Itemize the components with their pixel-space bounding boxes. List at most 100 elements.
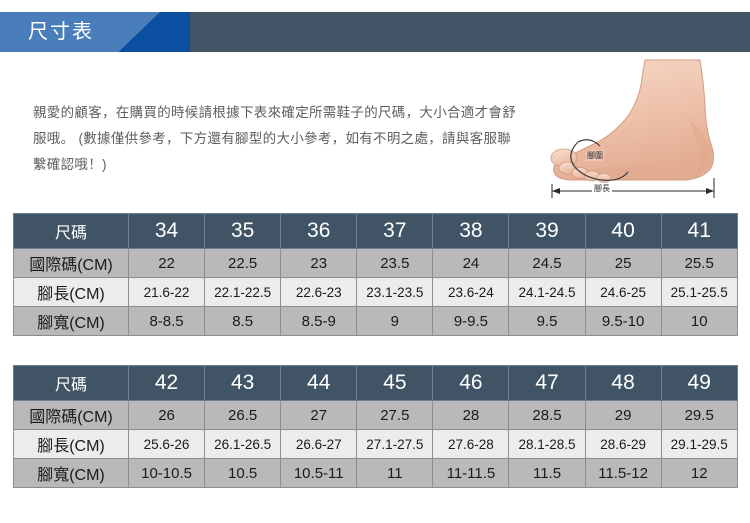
table-row: 腳長(CM) 21.6-22 22.1-22.5 22.6-23 23.1-23.5 23… <box>13 277 738 307</box>
size-header-cell: 47 <box>508 365 586 401</box>
measurement-cell: 9 <box>356 306 434 336</box>
measurement-cell: 29.1-29.5 <box>660 429 738 459</box>
measurement-cell: 26 <box>127 400 206 430</box>
table-corner-header: 尺碼 <box>13 213 129 249</box>
measurement-cell: 25.6-26 <box>127 429 206 459</box>
measurement-cell: 27.6-28 <box>432 429 510 459</box>
measurement-cell: 23.1-23.5 <box>356 277 434 307</box>
measurement-cell: 23.5 <box>356 248 434 278</box>
measurement-cell: 28.6-29 <box>584 429 662 459</box>
measurement-cell: 22.1-22.5 <box>204 277 282 307</box>
measurement-cell: 28 <box>432 400 510 430</box>
measurement-cell: 29 <box>584 400 662 430</box>
size-header-cell: 34 <box>127 213 206 249</box>
size-table-small: 尺碼 34 35 36 37 38 39 40 41 國際碼(CM) 22 22.5 23 23.5 24… <box>13 213 738 336</box>
size-header-cell: 46 <box>432 365 510 401</box>
measurement-cell: 27.1-27.5 <box>356 429 434 459</box>
length-label: 腳長 <box>592 183 612 194</box>
length-arrow-right <box>706 188 714 194</box>
table-a-head: 尺碼 34 35 36 37 38 39 40 41 <box>13 213 738 249</box>
page-banner: 尺寸表 <box>0 12 750 52</box>
measurement-cell: 10.5 <box>204 458 282 488</box>
measurement-cell: 12 <box>660 458 738 488</box>
measurement-cell: 21.6-22 <box>127 277 206 307</box>
row-label-cell: 腳長(CM) <box>13 429 129 459</box>
row-label-cell: 國際碼(CM) <box>13 248 129 278</box>
table-header-row: 尺碼 34 35 36 37 38 39 40 41 <box>13 213 738 249</box>
size-header-cell: 42 <box>127 365 206 401</box>
girth-label: 腳圍 <box>586 150 604 161</box>
measurement-cell: 25.5 <box>660 248 738 278</box>
foot-illustration-icon <box>550 59 715 198</box>
size-header-cell: 49 <box>660 365 738 401</box>
measurement-cell: 22 <box>127 248 206 278</box>
measurement-cell: 9-9.5 <box>432 306 510 336</box>
length-arrow-left <box>552 188 560 194</box>
measurement-cell: 27 <box>280 400 358 430</box>
measurement-cell: 23.6-24 <box>432 277 510 307</box>
table-row: 國際碼(CM) 22 22.5 23 23.5 24 24.5 25 25.5 <box>13 248 738 278</box>
table-row: 腳寬(CM) 8-8.5 8.5 8.5-9 9 9-9.5 9.5 9.5-10 10 <box>13 306 738 336</box>
row-label-cell: 腳寬(CM) <box>13 306 129 336</box>
measurement-cell: 26.5 <box>204 400 282 430</box>
table-a-body: 國際碼(CM) 22 22.5 23 23.5 24 24.5 25 25.5 腳長(CM) 21.… <box>13 248 738 336</box>
size-header-cell: 43 <box>204 365 282 401</box>
measurement-cell: 9.5-10 <box>584 306 662 336</box>
size-header-cell: 36 <box>280 213 358 249</box>
intro-paragraph: 親愛的顧客，在購買的時候請根據下表來確定所需鞋子的尺碼，大小合適才會舒服哦。 (… <box>33 105 516 172</box>
size-header-cell: 41 <box>660 213 738 249</box>
table-row: 腳長(CM) 25.6-26 26.1-26.5 26.6-27 27.1-27.5 27… <box>13 429 738 459</box>
measurement-cell: 22.5 <box>204 248 282 278</box>
size-table-large: 尺碼 42 43 44 45 46 47 48 49 國際碼(CM) 26 26.5 27 27.5 28… <box>13 365 738 488</box>
girth-measure-line-top <box>577 139 601 147</box>
toe-5 <box>596 173 612 183</box>
measurement-cell: 10-10.5 <box>127 458 206 488</box>
row-label-cell: 國際碼(CM) <box>13 400 129 430</box>
measurement-cell: 11 <box>356 458 434 488</box>
measurement-cell: 9.5 <box>508 306 586 336</box>
measurement-cell: 8-8.5 <box>127 306 206 336</box>
table-corner-header: 尺碼 <box>13 365 129 401</box>
page-title: 尺寸表 <box>28 21 94 43</box>
measurement-cell: 11.5-12 <box>584 458 662 488</box>
measurement-cell: 26.6-27 <box>280 429 358 459</box>
heel-shading <box>688 118 711 178</box>
measurement-cell: 11.5 <box>508 458 586 488</box>
measurement-cell: 24.6-25 <box>584 277 662 307</box>
measurement-cell: 10 <box>660 306 738 336</box>
size-header-cell: 37 <box>356 213 434 249</box>
arch-shading <box>588 166 668 176</box>
measurement-cell: 27.5 <box>356 400 434 430</box>
measurement-cell: 28.5 <box>508 400 586 430</box>
size-header-cell: 38 <box>432 213 510 249</box>
measurement-cell: 25.1-25.5 <box>660 277 738 307</box>
size-header-cell: 45 <box>356 365 434 401</box>
measurement-cell: 11-11.5 <box>432 458 510 488</box>
size-header-cell: 35 <box>204 213 282 249</box>
measurement-cell: 26.1-26.5 <box>204 429 282 459</box>
row-label-cell: 腳長(CM) <box>13 277 129 307</box>
girth-measure-line <box>570 141 629 181</box>
size-header-cell: 39 <box>508 213 586 249</box>
table-header-row: 尺碼 42 43 44 45 46 47 48 49 <box>13 365 738 401</box>
size-header-cell: 44 <box>280 365 358 401</box>
size-header-cell: 48 <box>584 365 662 401</box>
measurement-cell: 10.5-11 <box>280 458 358 488</box>
measurement-cell: 24.1-24.5 <box>508 277 586 307</box>
measurement-cell: 24 <box>432 248 510 278</box>
measurement-cell: 29.5 <box>660 400 738 430</box>
measurement-cell: 22.6-23 <box>280 277 358 307</box>
measurement-cell: 8.5-9 <box>280 306 358 336</box>
table-row: 腳寬(CM) 10-10.5 10.5 10.5-11 11 11-11.5 11.5 11.… <box>13 458 738 488</box>
size-header-cell: 40 <box>584 213 662 249</box>
measurement-cell: 25 <box>584 248 662 278</box>
measurement-cell: 24.5 <box>508 248 586 278</box>
measurement-cell: 23 <box>280 248 358 278</box>
table-row: 國際碼(CM) 26 26.5 27 27.5 28 28.5 29 29.5 <box>13 400 738 430</box>
foot-measurement-diagram: 腳圍 腳長 <box>528 58 746 206</box>
table-b-body: 國際碼(CM) 26 26.5 27 27.5 28 28.5 29 29.5 腳長(CM) 25.… <box>13 400 738 488</box>
measurement-cell: 28.1-28.5 <box>508 429 586 459</box>
row-label-cell: 腳寬(CM) <box>13 458 129 488</box>
table-b-head: 尺碼 42 43 44 45 46 47 48 49 <box>13 365 738 401</box>
measurement-cell: 8.5 <box>204 306 282 336</box>
